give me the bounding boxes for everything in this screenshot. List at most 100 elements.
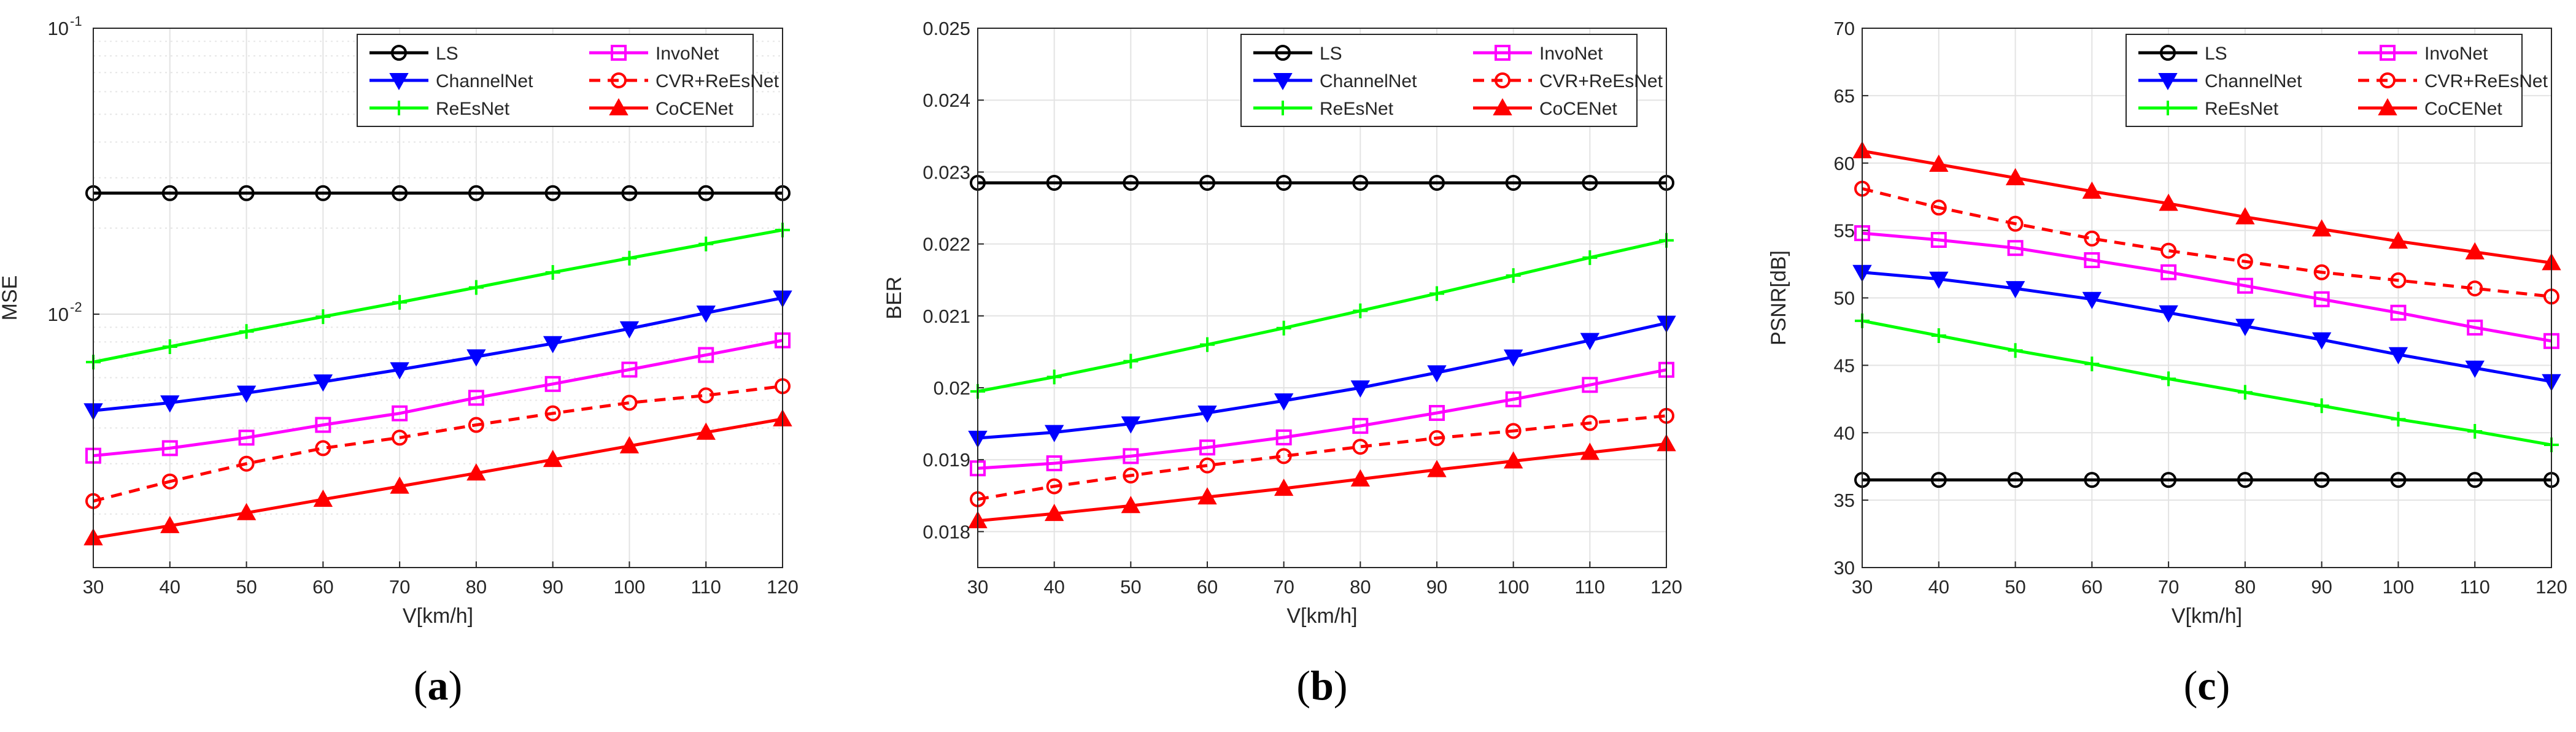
data-point bbox=[2084, 472, 2100, 488]
data-point bbox=[160, 515, 180, 533]
data-point bbox=[2467, 319, 2483, 336]
data-point bbox=[2390, 304, 2407, 321]
data-point bbox=[238, 455, 255, 472]
x-tick-label: 50 bbox=[1120, 576, 1141, 598]
legend-label: LS bbox=[1320, 44, 1342, 64]
data-point bbox=[621, 361, 638, 378]
legend-marker bbox=[391, 45, 407, 61]
data-point bbox=[1275, 448, 1292, 464]
data-point bbox=[2313, 472, 2330, 488]
series-line bbox=[93, 228, 783, 364]
legend-marker bbox=[1495, 45, 1510, 61]
data-point bbox=[1580, 333, 1600, 350]
series-invonet bbox=[1854, 225, 2559, 349]
data-point bbox=[1582, 415, 1598, 431]
data-point bbox=[1931, 328, 1946, 344]
data-point bbox=[392, 430, 408, 446]
data-point bbox=[468, 390, 484, 406]
data-point bbox=[1350, 380, 1371, 398]
series-ls bbox=[85, 185, 791, 201]
legend-item: CoCENet bbox=[2358, 98, 2502, 119]
data-point bbox=[2237, 253, 2253, 270]
data-point bbox=[2082, 181, 2102, 199]
data-point bbox=[2082, 291, 2102, 309]
axes-box bbox=[93, 28, 783, 568]
panel-caption: (c) bbox=[2184, 662, 2230, 709]
y-tick-label: 0.022 bbox=[922, 234, 970, 255]
data-point bbox=[1275, 174, 1292, 191]
x-tick-label: 70 bbox=[1273, 576, 1294, 598]
legend-marker bbox=[611, 45, 627, 61]
y-tick-label: 50 bbox=[1834, 288, 1855, 309]
series-ls bbox=[970, 174, 1674, 191]
data-point bbox=[1929, 154, 1949, 172]
data-point bbox=[1352, 439, 1369, 455]
data-point bbox=[2465, 360, 2485, 378]
data-point bbox=[2237, 385, 2253, 400]
data-point bbox=[1506, 268, 1521, 283]
data-point bbox=[543, 450, 563, 468]
x-tick-label: 100 bbox=[1498, 576, 1530, 598]
y-tick-label: 60 bbox=[1834, 153, 1855, 174]
x-tick-label: 90 bbox=[2311, 576, 2332, 598]
data-point bbox=[1199, 439, 1215, 456]
data-point bbox=[238, 430, 255, 446]
data-point bbox=[2313, 264, 2330, 280]
x-tick-label: 100 bbox=[2383, 576, 2415, 598]
x-tick-label: 30 bbox=[83, 576, 104, 598]
series-line bbox=[1862, 231, 2552, 343]
data-point bbox=[1121, 416, 1141, 434]
axes-box bbox=[977, 28, 1667, 568]
y-tick-label: 65 bbox=[1834, 85, 1855, 107]
data-point bbox=[2159, 193, 2178, 211]
data-point bbox=[468, 185, 484, 201]
data-point bbox=[1930, 199, 1947, 216]
legend-marker bbox=[2160, 45, 2176, 61]
data-point bbox=[1197, 406, 1217, 423]
data-point bbox=[2007, 215, 2024, 232]
data-point bbox=[1199, 174, 1215, 191]
y-tick-label: 0.023 bbox=[922, 161, 970, 183]
series-line bbox=[977, 239, 1667, 393]
legend-item: LS bbox=[1253, 44, 1342, 64]
data-point bbox=[1582, 174, 1598, 191]
data-point bbox=[1429, 405, 1445, 422]
data-point bbox=[2390, 472, 2407, 488]
series-cvr-reesnet bbox=[970, 407, 1674, 507]
legend-label: CVR+ReEsNet bbox=[656, 71, 779, 91]
data-point bbox=[2235, 318, 2255, 336]
data-point bbox=[392, 185, 408, 201]
series-channelnet bbox=[1852, 264, 2561, 391]
x-tick-label: 40 bbox=[160, 576, 180, 598]
series-line bbox=[977, 442, 1667, 523]
data-point bbox=[2160, 242, 2177, 259]
legend-marker bbox=[1275, 101, 1290, 115]
data-point bbox=[2084, 252, 2100, 268]
x-tick-label: 80 bbox=[2235, 576, 2256, 598]
data-point bbox=[698, 236, 714, 252]
chart-panel-c: 30 40 50 60 70 80 90 100 110 120 30 35 40 45 50 55 60 65 7… bbox=[1767, 18, 2567, 709]
y-tick-label: 0.024 bbox=[922, 90, 970, 111]
legend: LS InvoNet ChannelNet CVR+ReEsNet ReEsNet CoC… bbox=[1240, 34, 1663, 127]
series-cvr-reesnet bbox=[85, 378, 791, 509]
data-point bbox=[2311, 332, 2332, 350]
y-tick-label: 30 bbox=[1834, 557, 1855, 579]
data-point bbox=[390, 476, 409, 494]
data-point bbox=[466, 463, 486, 481]
legend-label: CoCENet bbox=[2424, 99, 2502, 119]
chart-panel-b: 30 40 50 60 70 80 90 100 110 120 0.018 0.019 0.02 0.0… bbox=[883, 18, 1682, 709]
x-tick-label: 120 bbox=[1650, 576, 1682, 598]
x-tick-label: 100 bbox=[614, 576, 646, 598]
data-point bbox=[1429, 286, 1444, 301]
x-tick-label: 80 bbox=[466, 576, 487, 598]
x-tick-label: 110 bbox=[691, 576, 721, 598]
data-point bbox=[2388, 347, 2408, 364]
series-line bbox=[93, 296, 783, 412]
data-point bbox=[1582, 250, 1598, 265]
data-point bbox=[622, 250, 637, 266]
data-point bbox=[160, 395, 180, 413]
series-line bbox=[1862, 149, 2552, 264]
data-point bbox=[1123, 448, 1139, 464]
